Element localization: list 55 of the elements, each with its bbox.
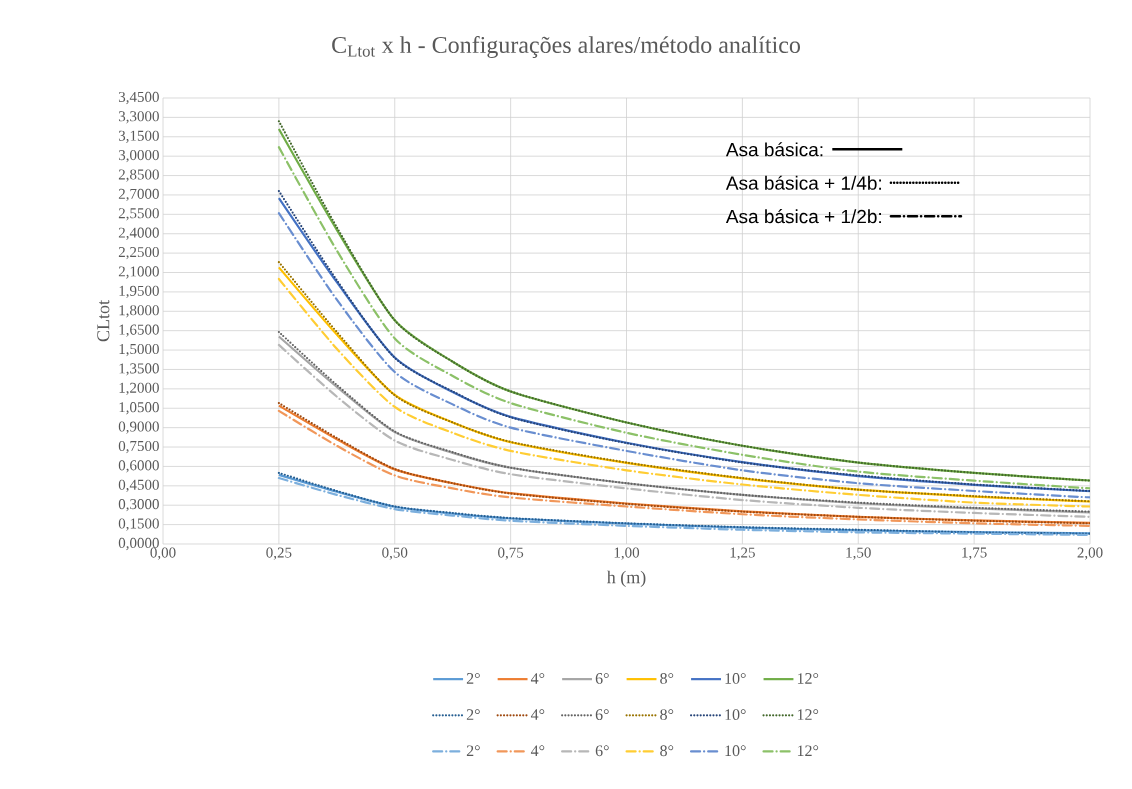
y-tick-label: 3,4500 — [118, 91, 159, 105]
annotation: Asa básica: — [725, 142, 823, 157]
legend-label: 8° — [660, 745, 674, 757]
y-tick-label: 2,1000 — [118, 266, 159, 279]
legend-label: 10° — [725, 745, 746, 757]
annotation: Asa básica + 1/4b: — [725, 175, 881, 190]
legend-label: 10° — [725, 709, 746, 721]
x-tick-label: 1,75 — [962, 547, 987, 560]
legend-label: 8° — [660, 709, 674, 721]
y-tick-label: 1,6500 — [119, 324, 159, 337]
legend-label: 2° — [466, 745, 480, 756]
y-tick-label: 1,2000 — [119, 382, 159, 395]
y-tick-label: 0,7500 — [118, 440, 159, 454]
y-tick-label: 2,8500 — [118, 169, 159, 182]
legend-label: 8° — [660, 673, 674, 684]
legend-label: 2° — [466, 673, 480, 684]
x-tick-label: 2,00 — [1077, 547, 1103, 560]
y-tick-label: 3,1500 — [118, 130, 159, 143]
y-tick-label: 2,2500 — [118, 246, 159, 260]
y-tick-label: 0,3000 — [118, 499, 159, 512]
chart-title: C$_{Ltot}$ x h - Configurações alares/método analítico — [332, 35, 800, 59]
legend-label: 4° — [530, 709, 545, 720]
legend-label: 4° — [530, 673, 545, 684]
y-tick-label: 0,1500 — [118, 518, 159, 531]
legend-label: 4° — [530, 745, 545, 756]
annotation: Asa básica + 1/2b: — [725, 209, 881, 224]
legend-label: 12° — [797, 745, 819, 756]
legend-label: 2° — [466, 709, 480, 720]
legend-label: 10° — [725, 673, 746, 684]
legend-label: 12° — [797, 673, 819, 684]
y-tick-label: 0,6000 — [118, 460, 159, 473]
y-tick-label: 2,4000 — [118, 227, 159, 240]
y-tick-label: 0,4500 — [118, 479, 159, 492]
x-axis-title: h (m) — [606, 570, 646, 587]
y-tick-label: 3,3000 — [118, 111, 159, 124]
y-tick-label: 1,8000 — [119, 305, 159, 318]
x-tick-label: 0,75 — [498, 547, 524, 560]
y-axis-title: CLtot — [97, 300, 110, 342]
legend-label: 6° — [595, 673, 609, 684]
legend-label: 6° — [595, 709, 609, 721]
y-tick-label: 3,0000 — [118, 150, 159, 163]
y-tick-label: 1,3500 — [119, 363, 159, 376]
x-tick-label: 1,00 — [614, 547, 640, 560]
x-tick-label: 0,25 — [266, 547, 292, 560]
y-tick-label: 0,9000 — [118, 421, 159, 434]
x-tick-label: 0,50 — [382, 547, 408, 560]
y-tick-label: 1,0500 — [119, 402, 159, 415]
y-tick-label: 1,9500 — [119, 285, 159, 299]
y-tick-label: 1,5000 — [119, 343, 159, 357]
y-tick-label: 2,7000 — [118, 188, 159, 202]
y-tick-label: 2,5500 — [118, 208, 159, 221]
x-tick-label: 1,25 — [730, 547, 755, 560]
legend-label: 6° — [595, 745, 609, 757]
legend-label: 12° — [797, 709, 819, 720]
x-tick-label: 1,50 — [846, 547, 871, 560]
